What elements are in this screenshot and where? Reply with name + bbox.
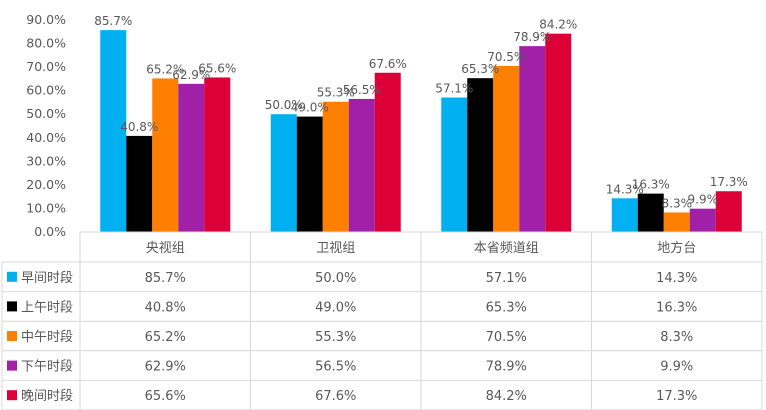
bar xyxy=(545,33,572,232)
data-label: 67.6% xyxy=(369,57,407,71)
bar xyxy=(348,98,375,233)
data-label: 65.2% xyxy=(146,62,184,76)
bar xyxy=(270,114,297,232)
y-tick-label: 0.0% xyxy=(34,224,66,239)
y-tick-label: 30.0% xyxy=(26,153,66,168)
table-cell: 56.5% xyxy=(315,360,356,375)
table-cell: 67.6% xyxy=(315,389,356,404)
table-cell: 8.3% xyxy=(660,330,693,345)
y-tick-label: 80.0% xyxy=(26,36,66,51)
bar xyxy=(663,212,690,232)
data-label: 49.0% xyxy=(291,101,329,115)
legend-key xyxy=(7,301,17,312)
data-label: 14.3% xyxy=(606,182,644,196)
bar xyxy=(441,97,468,233)
legend-key xyxy=(7,271,17,282)
y-tick-label: 10.0% xyxy=(26,200,66,215)
table-cell: 9.9% xyxy=(660,360,693,375)
data-label: 56.5% xyxy=(343,83,381,97)
bar xyxy=(715,191,742,232)
y-tick-label: 90.0% xyxy=(26,12,66,27)
legend-key xyxy=(7,390,17,401)
table-cell: 65.6% xyxy=(145,389,186,404)
data-label: 84.2% xyxy=(539,18,577,32)
bar xyxy=(204,77,231,232)
table-cell: 49.0% xyxy=(315,300,356,315)
data-label: 62.9% xyxy=(172,68,210,82)
series-label: 下午时段 xyxy=(21,360,73,375)
data-label: 16.3% xyxy=(632,178,670,192)
data-label: 70.5% xyxy=(487,50,525,64)
data-label: 9.9% xyxy=(688,193,719,207)
table-cell: 16.3% xyxy=(656,300,697,315)
bar-plot xyxy=(100,30,742,233)
bar xyxy=(322,101,349,232)
bar xyxy=(126,135,153,232)
y-tick-label: 50.0% xyxy=(26,106,66,121)
series-label: 中午时段 xyxy=(21,330,73,345)
y-tick-label: 70.0% xyxy=(26,59,66,74)
table-cell: 78.9% xyxy=(486,360,527,375)
series-label: 上午时段 xyxy=(21,300,73,315)
bar xyxy=(178,83,205,232)
table-cell: 57.1% xyxy=(486,271,527,286)
table-cell: 55.3% xyxy=(315,330,356,345)
legend-key xyxy=(7,360,17,371)
bar xyxy=(493,65,520,232)
series-label: 晚间时段 xyxy=(21,389,73,404)
table-cell: 62.9% xyxy=(145,360,186,375)
data-label: 78.9% xyxy=(513,30,551,44)
data-label: 8.3% xyxy=(662,196,693,210)
table-cell: 40.8% xyxy=(145,300,186,315)
bar xyxy=(296,116,323,232)
y-axis-ticks: 0.0% 10.0% 20.0% 30.0% 40.0% 50.0% 60.0% 70.0% 8… xyxy=(26,12,66,239)
y-tick-label: 20.0% xyxy=(26,177,66,192)
table-cell: 65.2% xyxy=(145,330,186,345)
table-cell: 17.3% xyxy=(656,389,697,404)
y-tick-label: 60.0% xyxy=(26,83,66,98)
data-label: 85.7% xyxy=(94,14,132,28)
bar xyxy=(374,72,401,233)
bar xyxy=(467,78,494,232)
table-cell: 14.3% xyxy=(656,271,697,286)
data-label: 65.3% xyxy=(461,62,499,76)
bar xyxy=(637,193,664,232)
y-tick-label: 40.0% xyxy=(26,130,66,145)
legend-key xyxy=(7,331,17,341)
bar xyxy=(152,78,179,232)
data-labels: 85.7% 50.0% 57.1% 14.3% 40.8% 49.0% 65.3% 16.3%… xyxy=(94,14,748,210)
data-label: 65.6% xyxy=(198,61,236,75)
table-cell: 50.0% xyxy=(315,271,356,286)
bar xyxy=(100,30,127,232)
series-label: 早间时段 xyxy=(21,271,73,286)
table-cell: 85.7% xyxy=(145,271,186,286)
category-label: 央视组 xyxy=(146,241,185,256)
data-label: 40.8% xyxy=(120,120,158,134)
data-label: 17.3% xyxy=(710,175,748,189)
category-label: 地方台 xyxy=(657,240,696,256)
bar xyxy=(689,208,716,232)
category-label: 卫视组 xyxy=(316,241,355,256)
table-cell: 84.2% xyxy=(486,389,527,404)
table-cell: 65.3% xyxy=(486,300,527,315)
data-label: 57.1% xyxy=(435,81,473,95)
data-label: 50.0% xyxy=(265,98,303,112)
bar xyxy=(611,198,638,232)
table-cell: 70.5% xyxy=(486,330,527,345)
data-label: 55.3% xyxy=(317,86,355,100)
bar xyxy=(519,46,546,232)
category-label: 本省频道组 xyxy=(474,241,539,256)
